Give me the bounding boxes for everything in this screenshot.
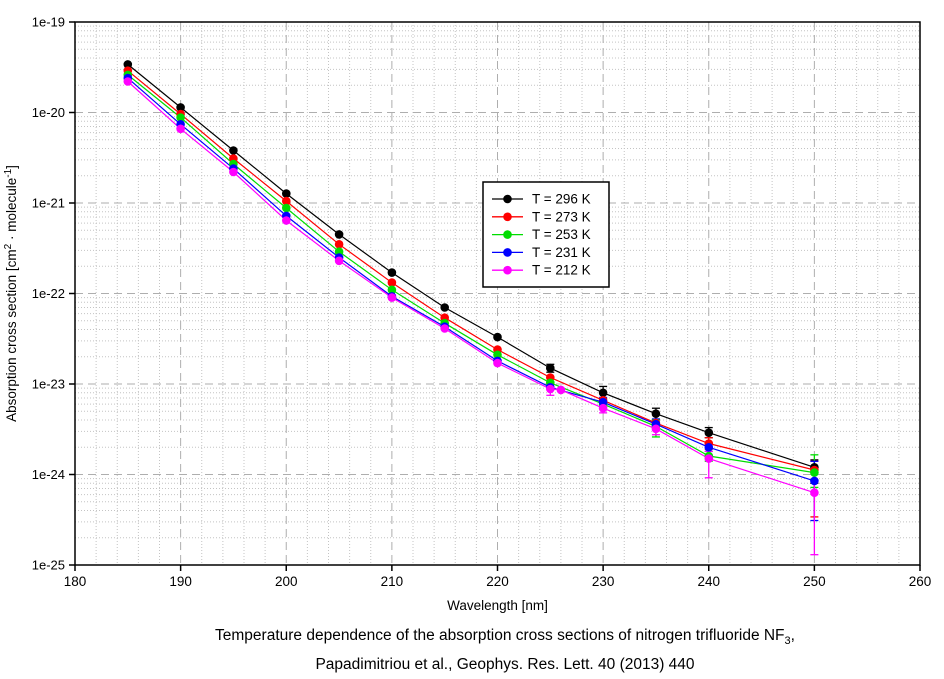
legend-marker (503, 212, 512, 222)
data-point (556, 385, 566, 395)
data-point (282, 189, 291, 198)
x-tick-label: 240 (697, 574, 720, 589)
data-point (440, 324, 450, 333)
legend-entry-t-273-k: T = 273 K (492, 209, 591, 224)
data-point (704, 428, 714, 438)
series-line-t-212-k (127, 81, 815, 494)
data-point (704, 443, 714, 452)
legend-label: T = 253 K (532, 227, 591, 242)
data-point (123, 60, 133, 69)
y-tick-label: 1e-23 (32, 377, 65, 392)
x-tick-label: 230 (592, 574, 615, 589)
legend-marker (503, 230, 512, 239)
legend-entry-t-231-k: T = 231 K (492, 245, 591, 260)
legend-marker (503, 265, 512, 275)
data-point (387, 278, 397, 287)
data-point (334, 240, 344, 249)
data-point (440, 303, 450, 312)
caption-title-line: Temperature dependence of the absorption… (70, 624, 940, 653)
data-point (229, 146, 238, 155)
caption-nf3-subscript: 3 (784, 635, 791, 648)
data-point (176, 113, 185, 122)
legend-label: T = 212 K (532, 263, 591, 278)
data-point (493, 332, 502, 342)
data-point (282, 203, 291, 213)
data-point (704, 454, 714, 463)
data-point (282, 196, 291, 206)
data-point (810, 468, 819, 477)
series-markers-t-253-k (123, 70, 819, 477)
x-tick-label: 190 (169, 574, 192, 589)
absorption-cross-section-chart: 180 190 200 210 220 230 240 250 2601e-191e-201e-… (3, 15, 932, 614)
data-point (546, 363, 555, 373)
data-point (387, 268, 397, 277)
legend-entry-t-253-k: T = 253 K (492, 227, 591, 242)
y-axis-title: Absorption cross section [cm2 · molecule… (3, 165, 19, 422)
x-tick-label: 220 (486, 574, 509, 589)
y-tick-label: 1e-21 (32, 196, 65, 211)
caption-title-text: Temperature dependence of the absorption… (215, 627, 785, 644)
data-point (176, 103, 185, 112)
x-tick-label: 180 (64, 574, 87, 589)
legend: T = 296 K T = 273 K T = 253 K T = 231 K T = … (482, 181, 610, 288)
data-point (334, 230, 344, 239)
data-point (546, 384, 555, 394)
legend-label: T = 273 K (532, 209, 591, 224)
data-point (387, 293, 397, 302)
y-tick-label: 1e-22 (32, 286, 65, 301)
data-point (651, 409, 661, 419)
legend-entry-t-296-k: T = 296 K (492, 192, 591, 207)
y-tick-label: 1e-20 (32, 105, 65, 120)
data-point (387, 285, 397, 295)
data-point (598, 388, 608, 398)
data-point (123, 77, 133, 86)
data-point (598, 403, 608, 413)
data-point (493, 358, 502, 368)
data-point (334, 256, 344, 266)
series-markers-t-273-k (123, 66, 819, 475)
legend-label: T = 296 K (532, 192, 591, 207)
x-axis-title: Wavelength [nm] (447, 598, 548, 613)
caption-title-comma: , (790, 627, 795, 644)
series-line-t-253-k (127, 74, 815, 474)
data-point (651, 424, 661, 434)
data-point (598, 397, 608, 407)
data-point (493, 350, 502, 360)
data-point (229, 167, 238, 177)
chart-caption: Temperature dependence of the absorption… (70, 624, 940, 676)
y-tick-label: 1e-19 (32, 15, 65, 30)
series-line-t-273-k (127, 70, 815, 471)
legend-label: T = 231 K (532, 245, 591, 260)
legend-marker (503, 248, 512, 257)
x-tick-label: 260 (909, 574, 932, 589)
series-markers-t-231-k (123, 73, 819, 486)
series-markers-t-212-k (123, 77, 819, 498)
data-point (810, 488, 819, 498)
legend-entry-t-212-k: T = 212 K (492, 263, 591, 278)
legend-marker (503, 194, 512, 204)
data-point (282, 216, 291, 225)
x-tick-label: 210 (381, 574, 404, 589)
x-tick-label: 250 (803, 574, 826, 589)
y-axis-ticks: 1e-19 1e-20 1e-21 1e-22 1e-23 1e-24 1e-25 (32, 15, 75, 573)
caption-citation: Papadimitriou et al., Geophys. Res. Lett… (315, 656, 695, 674)
data-point (176, 124, 185, 134)
x-axis-ticks: 180 190 200 210 220 230 240 250 260 (64, 565, 932, 589)
y-tick-label: 1e-25 (32, 558, 65, 573)
data-point (810, 476, 819, 486)
y-tick-label: 1e-24 (32, 467, 65, 482)
x-tick-label: 200 (275, 574, 298, 589)
